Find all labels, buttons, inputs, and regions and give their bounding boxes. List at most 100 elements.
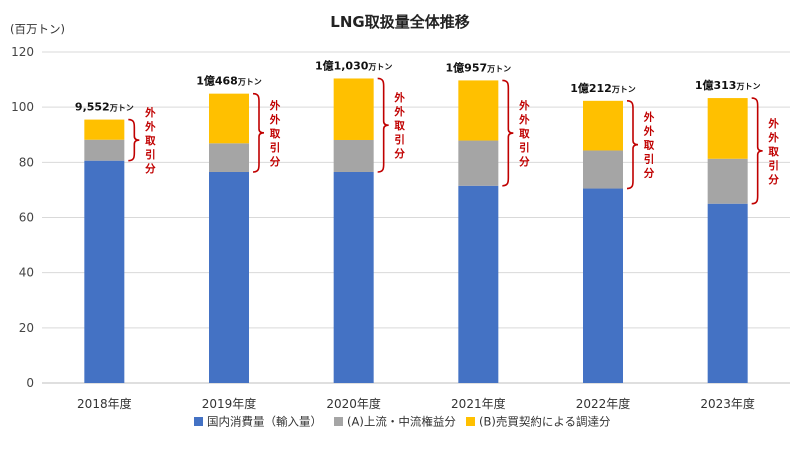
bracket-label-char: 外 [643,111,655,124]
y-tick-label: 40 [19,266,34,280]
bracket-label-char: 分 [145,162,156,175]
bracket-label-char: 外 [393,105,405,118]
bracket-label-char: 引 [519,141,530,154]
total-label-value: 1億313 [695,78,737,92]
bracket-label-char: 分 [768,173,779,186]
outside-trade-bracket [751,97,763,205]
outside-trade-bracket [377,77,389,173]
bracket-label-char: 取 [270,128,281,140]
total-label-unit: 万トン [237,78,262,87]
bar-segment-1 [583,188,623,383]
y-tick-label: 60 [19,211,34,225]
y-axis-label: (百万トン) [10,22,65,36]
bracket-label-char: 引 [644,153,655,166]
total-label-unit: 万トン [367,62,392,71]
bar-segment-3 [707,98,748,159]
bar-segment-1 [209,171,249,383]
total-label: 1億212万トン [570,81,636,95]
bracket-label-char: 外 [643,125,655,138]
bracket-label-char: 分 [394,147,405,160]
bracket-label-char: 分 [270,155,281,168]
bar-segment-3 [583,100,623,151]
bar-segment-2 [84,139,125,161]
total-label-value: 1億957 [446,60,488,74]
bracket-label-char: 取 [145,135,156,147]
total-label-value: 1億468 [196,74,238,88]
bar-segment-1 [333,171,374,383]
bracket-label-char: 取 [768,146,779,158]
outside-trade-bracket [252,92,265,173]
bar-segment-1 [707,203,748,383]
bar-segment-3 [458,80,499,141]
x-tick-label: 2019年度 [202,396,257,411]
bar-segment-3 [333,78,374,140]
y-tick-label: 0 [26,376,34,390]
bar-segment-1 [84,160,125,383]
bracket-label-char: 外 [393,91,405,104]
chart-title: LNG取扱量全体推移 [330,13,469,31]
y-tick-label: 120 [11,45,34,59]
bracket-label-char: 取 [394,120,405,132]
bars [84,78,748,383]
total-label-value: 9,552 [75,101,110,114]
outside-trade-bracket [128,118,140,162]
bracket-label-char: 外 [767,131,779,144]
bracket-label-char: 取 [644,140,655,152]
x-tick-label: 2022年度 [576,396,631,411]
bracket-label-char: 引 [768,159,779,172]
outside-trade-bracket [502,79,514,187]
legend-swatch [194,417,203,426]
total-label-value: 1億1,030 [315,58,369,72]
total-label-unit: 万トン [486,64,511,73]
x-axis-ticks: 2018年度 2019年度 2020年度 2021年度 2022年度 2023年度 [77,396,755,411]
bracket-label-char: 外 [269,99,281,112]
x-tick-label: 2021年度 [451,396,506,411]
y-tick-label: 20 [19,321,34,335]
bracket-label-char: 引 [270,141,281,154]
gridlines [42,51,790,384]
x-tick-label: 2020年度 [326,396,381,411]
total-label: 1億468万トン [196,74,262,88]
legend-swatch [334,417,343,426]
bar-segment-2 [209,143,249,172]
y-tick-label: 100 [11,100,34,114]
y-tick-label: 80 [19,155,34,169]
total-label-unit: 万トン [735,82,760,91]
total-label: 1億1,030万トン [315,58,392,72]
legend-label: (A)上流・中流権益分 [347,415,456,429]
total-label-unit: 万トン [109,104,134,113]
bracket-label-char: 外 [144,120,156,133]
x-tick-label: 2023年度 [700,396,755,411]
outside-trade-bracket [626,100,639,190]
bar-segment-2 [583,150,623,189]
y-axis-ticks: 0 20 40 60 80 100 120 [11,45,34,390]
bracket-label-char: 分 [644,167,655,180]
bracket-label-char: 取 [519,128,530,140]
legend-label: 国内消費量（輸入量） [207,415,322,429]
bracket-label-char: 分 [519,155,530,168]
bracket-label-char: 外 [767,117,779,130]
bar-segment-2 [333,139,374,172]
bracket-label-char: 外 [518,113,530,126]
bar-segment-1 [458,185,499,383]
bracket-label-char: 引 [394,133,405,146]
total-label: 9,552万トン [75,101,134,114]
bracket-label-char: 外 [518,99,530,112]
total-label-value: 1億212 [570,81,612,95]
bar-segment-2 [458,140,499,186]
bracket-label-char: 引 [145,148,156,161]
bar-segment-3 [209,93,249,144]
bar-segment-3 [84,119,125,140]
total-label: 1億957万トン [446,60,512,74]
bar-segment-2 [707,158,748,204]
legend-swatch [466,417,475,426]
bracket-label-char: 外 [269,113,281,126]
legend-label: (B)売買契約による調達分 [479,415,611,429]
bracket-label-char: 外 [144,106,156,119]
total-label-unit: 万トン [611,85,636,94]
x-tick-label: 2018年度 [77,396,132,411]
